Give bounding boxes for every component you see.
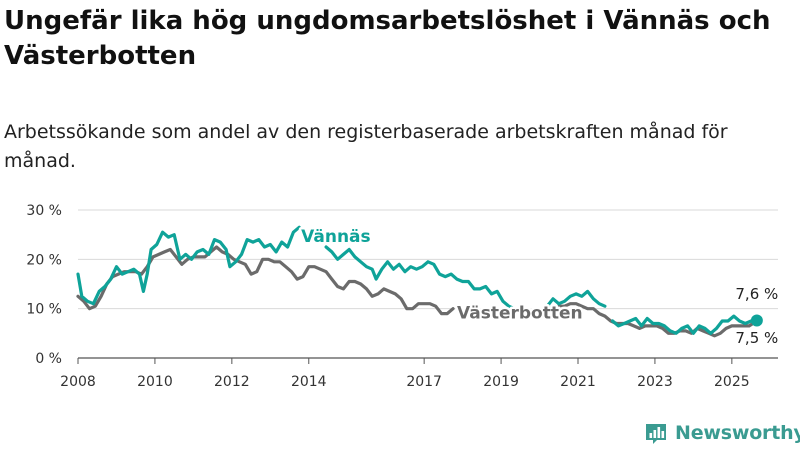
x-tick-label: 2019 <box>483 374 519 390</box>
series-line-vannas <box>324 245 517 311</box>
x-tick-label: 2008 <box>60 374 96 390</box>
series <box>76 225 763 338</box>
y-tick-label: 10 % <box>26 302 62 318</box>
series-label-vannas-halo: Vännäs <box>301 227 371 247</box>
series-line-vannas <box>611 314 759 335</box>
chart-subtitle: Arbetssökande som andel av den registerb… <box>4 121 728 172</box>
x-tick-label: 2017 <box>406 374 442 390</box>
end-marker-vannas <box>750 314 763 327</box>
y-tick-label: 20 % <box>26 252 62 268</box>
y-tick-label: 0 % <box>35 351 62 367</box>
labels: VännäsVännäsVästerbottenVästerbotten7,6 … <box>299 225 779 348</box>
end-value-vannas: 7,6 % <box>735 285 778 303</box>
x-tick-label: 2021 <box>560 374 596 390</box>
line-chart: 0 % 10 % 20 % 30 % 2008 2010 2012 2014 2017 2019 2… <box>26 203 779 390</box>
grid <box>78 209 778 310</box>
x-tick-label: 2014 <box>291 374 327 390</box>
series-line-vannas <box>545 289 607 308</box>
series-label-vasterbotten-halo: Västerbotten <box>457 304 583 324</box>
series-label-vannas: Vännäs <box>301 227 371 247</box>
newsworthy-bar-chart-icon <box>646 424 666 444</box>
chart-title: Ungefär lika hög ungdomsarbetslöshet i V… <box>4 6 771 71</box>
y-tick-label: 30 % <box>26 203 62 219</box>
series-line-vannas <box>76 225 301 306</box>
brand-name: Newsworthy <box>675 422 800 444</box>
end-value-vasterbotten: 7,5 % <box>735 329 778 347</box>
series-label-vasterbotten: Västerbotten <box>457 304 583 324</box>
newsworthy-logo: Newsworthy <box>643 418 800 448</box>
series-line-vasterbotten <box>76 245 455 316</box>
x-tick-label: 2025 <box>714 374 750 390</box>
x-tick-label: 2023 <box>637 374 673 390</box>
x-tick-label: 2012 <box>214 374 250 390</box>
series-line-vasterbotten <box>545 302 759 338</box>
axes: 0 % 10 % 20 % 30 % 2008 2010 2012 2014 2017 2019 2… <box>26 203 778 390</box>
x-tick-label: 2010 <box>137 374 173 390</box>
